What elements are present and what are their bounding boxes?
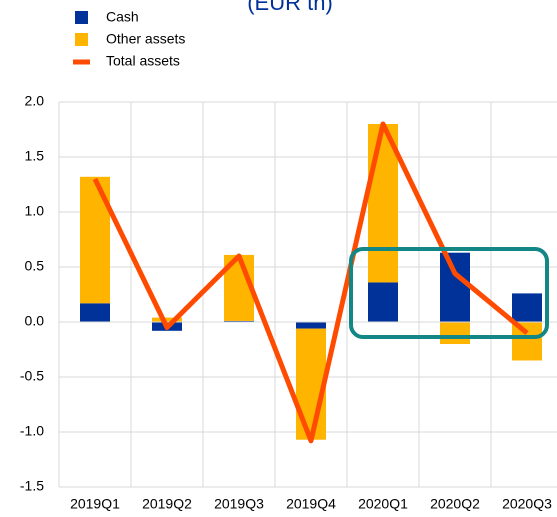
bar [224,320,254,322]
y-tick-label: 0.0 [25,313,45,329]
bar [440,252,470,322]
y-tick-label: 2.0 [25,93,45,109]
y-tick-label: -0.5 [20,368,44,384]
x-tick-label: 2019Q1 [70,496,120,512]
legend-label: Other assets [106,31,185,47]
y-tick-label: -1.5 [20,478,44,494]
legend-label: Total assets [106,53,180,69]
legend-label: Cash [106,9,139,25]
x-tick-label: 2019Q4 [286,496,336,512]
y-tick-label: -1.0 [20,423,44,439]
chart-subtitle: (EUR tn) [247,0,333,15]
bar [512,322,542,361]
x-tick-label: 2019Q3 [214,496,264,512]
bar [80,303,110,322]
bar [368,282,398,322]
y-tick-label: 0.5 [25,258,45,274]
x-tick-label: 2020Q3 [502,496,552,512]
bar [440,322,470,344]
x-tick-label: 2020Q2 [430,496,480,512]
x-tick-label: 2020Q1 [358,496,408,512]
legend-swatch [75,11,88,24]
bar [152,317,182,322]
x-tick-label: 2019Q2 [142,496,192,512]
line [92,121,529,444]
y-tick-label: 1.0 [25,203,45,219]
highlight-box [349,247,549,339]
bar [512,293,542,322]
legend-swatch [75,33,88,46]
bar [296,322,326,329]
y-tick-label: 1.5 [25,148,45,164]
